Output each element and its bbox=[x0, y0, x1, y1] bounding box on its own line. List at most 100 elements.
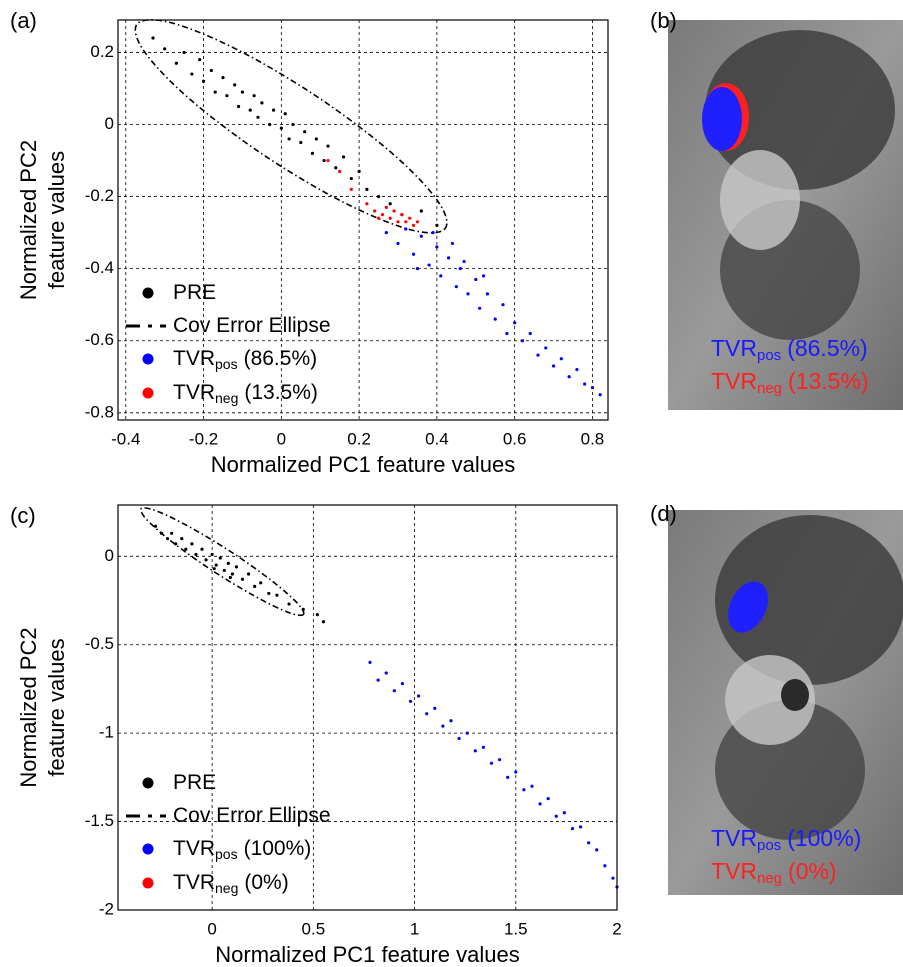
point bbox=[248, 108, 252, 112]
y-tick-label: -0.6 bbox=[85, 330, 114, 349]
tvr-pos-overlay bbox=[702, 87, 742, 151]
legend-label: PRE bbox=[173, 281, 216, 304]
point bbox=[554, 814, 558, 818]
x-tick-label: 0.6 bbox=[503, 429, 527, 448]
point bbox=[435, 245, 439, 249]
point bbox=[396, 241, 400, 246]
point bbox=[376, 194, 381, 199]
point bbox=[505, 331, 509, 336]
point bbox=[388, 216, 392, 220]
caption: TVRneg (13.5%) bbox=[711, 368, 869, 397]
point bbox=[474, 277, 478, 282]
point bbox=[253, 584, 257, 588]
legend-marker bbox=[142, 387, 154, 399]
legend-name: PRE bbox=[173, 771, 216, 794]
point bbox=[392, 689, 396, 693]
point bbox=[449, 719, 453, 723]
legend-suffix: (0%) bbox=[244, 871, 288, 894]
point bbox=[454, 285, 458, 289]
point bbox=[275, 593, 279, 597]
y-axis-label: Normalized PC2 bbox=[16, 140, 41, 300]
point bbox=[315, 613, 319, 617]
point bbox=[501, 303, 505, 307]
panel-label: (d) bbox=[650, 501, 677, 526]
point bbox=[384, 671, 388, 675]
x-tick-label: 0.4 bbox=[425, 429, 449, 448]
y-axis-label: Normalized PC2 bbox=[16, 627, 41, 787]
legend-suffix: (13.5%) bbox=[244, 381, 318, 404]
point bbox=[493, 317, 497, 321]
point bbox=[180, 537, 184, 541]
point bbox=[267, 591, 271, 596]
point bbox=[497, 758, 502, 762]
point bbox=[259, 581, 263, 585]
point bbox=[530, 784, 534, 788]
image-region bbox=[725, 655, 815, 745]
point bbox=[260, 101, 264, 105]
point bbox=[338, 169, 342, 173]
legend-sub: pos bbox=[215, 846, 238, 862]
y-tick-label: -0.8 bbox=[85, 402, 114, 421]
legend-marker bbox=[142, 877, 154, 889]
y-tick-label: -1 bbox=[99, 723, 114, 742]
point bbox=[226, 561, 230, 565]
point bbox=[271, 108, 276, 112]
point bbox=[411, 252, 416, 256]
point bbox=[396, 220, 400, 224]
point bbox=[415, 220, 420, 224]
legend-label: Cov Error Ellipse bbox=[173, 314, 331, 337]
point bbox=[182, 50, 186, 55]
x-tick-label: 1.5 bbox=[504, 919, 528, 938]
point bbox=[578, 825, 583, 829]
x-axis-label: Normalized PC1 feature values bbox=[215, 942, 519, 967]
y-tick-label: 0 bbox=[105, 546, 114, 565]
tvr-pos-overlay bbox=[728, 581, 768, 633]
image-panel-d: (d) TVRpos (100%) TVRneg (0%) bbox=[650, 501, 903, 895]
caption-sub: neg bbox=[757, 380, 782, 397]
point bbox=[334, 166, 338, 170]
point bbox=[408, 699, 413, 703]
axes-frame bbox=[117, 504, 618, 911]
point bbox=[481, 745, 485, 749]
point bbox=[415, 267, 420, 271]
point bbox=[230, 572, 234, 576]
point bbox=[268, 122, 272, 127]
y-tick-label: -0.5 bbox=[85, 634, 114, 653]
point bbox=[225, 94, 229, 98]
image-panel-b: (b) TVRpos (86.5%) TVRneg (13.5%) bbox=[650, 8, 903, 410]
point bbox=[411, 223, 416, 228]
point bbox=[417, 694, 421, 698]
legend-marker bbox=[142, 287, 154, 299]
error-ellipse bbox=[139, 507, 305, 617]
point bbox=[349, 187, 353, 191]
point bbox=[439, 274, 443, 278]
legend-label: TVRneg (13.5%) bbox=[173, 381, 318, 406]
panel-label: (b) bbox=[650, 8, 677, 33]
caption-sub: pos bbox=[757, 347, 781, 364]
error-ellipse bbox=[134, 18, 448, 234]
point bbox=[431, 231, 435, 235]
point bbox=[326, 144, 330, 148]
x-tick-label: -0.2 bbox=[189, 429, 218, 448]
point bbox=[201, 79, 206, 83]
point bbox=[287, 602, 291, 606]
point bbox=[234, 565, 239, 569]
legend-name: TVR bbox=[173, 347, 215, 370]
point bbox=[392, 209, 396, 213]
point bbox=[236, 104, 241, 109]
panel-label: (c) bbox=[10, 503, 36, 528]
y-tick-label: 0.2 bbox=[90, 42, 114, 61]
legend-name: TVR bbox=[173, 381, 215, 404]
point bbox=[404, 227, 408, 231]
legend-name: Cov Error Ellipse bbox=[173, 314, 331, 337]
chart: -0.4 -0.2 0 0.2 0.4 0.6 0.8 0.2 0 -0.2 -0.4 -0.6 -0.… bbox=[10, 8, 609, 477]
y-axis-label: feature values bbox=[44, 151, 69, 289]
point bbox=[603, 864, 607, 868]
point bbox=[446, 256, 451, 260]
point bbox=[252, 94, 256, 98]
point bbox=[373, 209, 377, 213]
point bbox=[153, 524, 158, 528]
caption-sub: pos bbox=[757, 837, 781, 854]
point bbox=[198, 58, 202, 62]
